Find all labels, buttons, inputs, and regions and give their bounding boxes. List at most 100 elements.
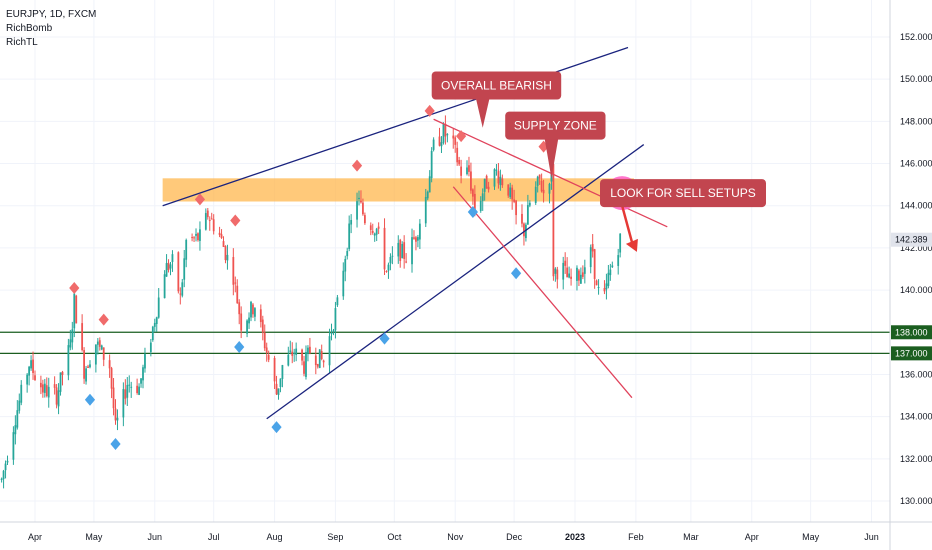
candle-body (12, 432, 15, 460)
candle-body (566, 267, 569, 278)
candle-body (540, 180, 543, 192)
candle-body (4, 463, 7, 471)
candle-body (383, 227, 386, 270)
candle-body (222, 241, 225, 247)
candle-body (617, 255, 620, 266)
candle-body (438, 136, 441, 146)
candle-body (43, 383, 46, 393)
candle-body (330, 332, 333, 334)
candle-body (273, 357, 276, 382)
candle-body (210, 218, 213, 220)
candle-body (138, 386, 140, 395)
candle-body (362, 202, 364, 215)
candle-body (509, 187, 512, 198)
y-tick-label: 142.000 (900, 243, 932, 253)
candle-body (81, 323, 84, 351)
signal-marker-up (467, 206, 478, 219)
candle-body (185, 239, 188, 260)
candle-body (130, 386, 133, 388)
candle-body (603, 288, 606, 292)
candle-body (589, 247, 592, 268)
x-tick-label: Dec (506, 532, 523, 542)
candle-body (309, 346, 311, 354)
candle-body (564, 260, 567, 266)
indicator-richbomb[interactable]: RichBomb (6, 23, 53, 34)
candle-body (401, 244, 404, 258)
candle-body (320, 351, 323, 360)
candle-body (597, 287, 600, 289)
candle-body (0, 478, 3, 480)
candle-body (562, 262, 565, 280)
forecast-arrow-head (625, 238, 638, 252)
trend-line-bearish-line-lower (452, 186, 633, 399)
candle-body (126, 384, 129, 398)
candle-body (332, 330, 335, 332)
candle-body (261, 319, 264, 333)
candle-body (193, 237, 195, 239)
candle-body (428, 176, 431, 193)
candle-body (26, 374, 29, 385)
support-price-label: 138.000 (895, 327, 928, 337)
candle-body (224, 246, 227, 261)
callout-pointer (475, 97, 490, 128)
candle-body (305, 352, 307, 377)
candle-body (102, 347, 105, 360)
signal-marker-down (69, 281, 80, 294)
y-tick-label: 140.000 (900, 285, 932, 295)
candle-body (124, 389, 127, 399)
candle-body (128, 384, 131, 386)
candle-body (2, 470, 5, 480)
horizontal-lines (0, 331, 890, 354)
candle-body (45, 385, 48, 397)
candle-body (456, 147, 459, 163)
callout-box (431, 71, 562, 100)
candle-body (108, 360, 111, 369)
symbol-label[interactable]: EURJPY, 1D, FXCM (6, 9, 97, 20)
candle-body (226, 254, 229, 261)
indicator-richtl[interactable]: RichTL (6, 37, 38, 48)
candle-body (155, 317, 158, 325)
annotations: OVERALL BEARISH SUPPLY ZONE LOOK FOR SELL … (431, 71, 766, 252)
candle-body (140, 378, 142, 384)
candle-body (454, 137, 457, 145)
candle-body (350, 219, 353, 225)
candle-body (363, 215, 366, 224)
candle-body (307, 347, 309, 354)
candle-body (291, 351, 294, 356)
candle-body (149, 342, 152, 352)
candle-body (259, 309, 262, 323)
candle-body (552, 163, 555, 277)
signal-marker-up (110, 438, 121, 451)
candle-body (554, 268, 557, 274)
y-tick-label: 148.000 (900, 116, 932, 126)
x-tick-label: 2023 (565, 532, 585, 542)
candle-body (579, 274, 582, 284)
candle-body (485, 175, 488, 189)
candle-body (578, 270, 580, 281)
candle-body (385, 270, 388, 272)
candle-body (521, 213, 523, 224)
support-price-tag (891, 325, 932, 340)
candle-body (501, 178, 504, 186)
candle-body (28, 366, 31, 376)
candle-body (267, 355, 270, 360)
candle-body (34, 375, 36, 380)
candle-body (328, 336, 331, 366)
candle-body (568, 273, 571, 278)
candle-body (387, 264, 390, 271)
callout-box (505, 111, 606, 140)
candle-body (263, 332, 266, 349)
candle-body (499, 176, 502, 186)
candle-body (98, 340, 101, 347)
current-price-tag (891, 232, 932, 247)
signal-marker-down (230, 214, 241, 227)
candle-body (39, 382, 42, 388)
candle-body (195, 233, 197, 236)
candle-body (344, 258, 347, 272)
candle-body (151, 326, 154, 341)
candle-body (287, 354, 290, 366)
candle-body (403, 242, 406, 259)
x-tick-label: Oct (387, 532, 402, 542)
candle-body (495, 169, 498, 171)
